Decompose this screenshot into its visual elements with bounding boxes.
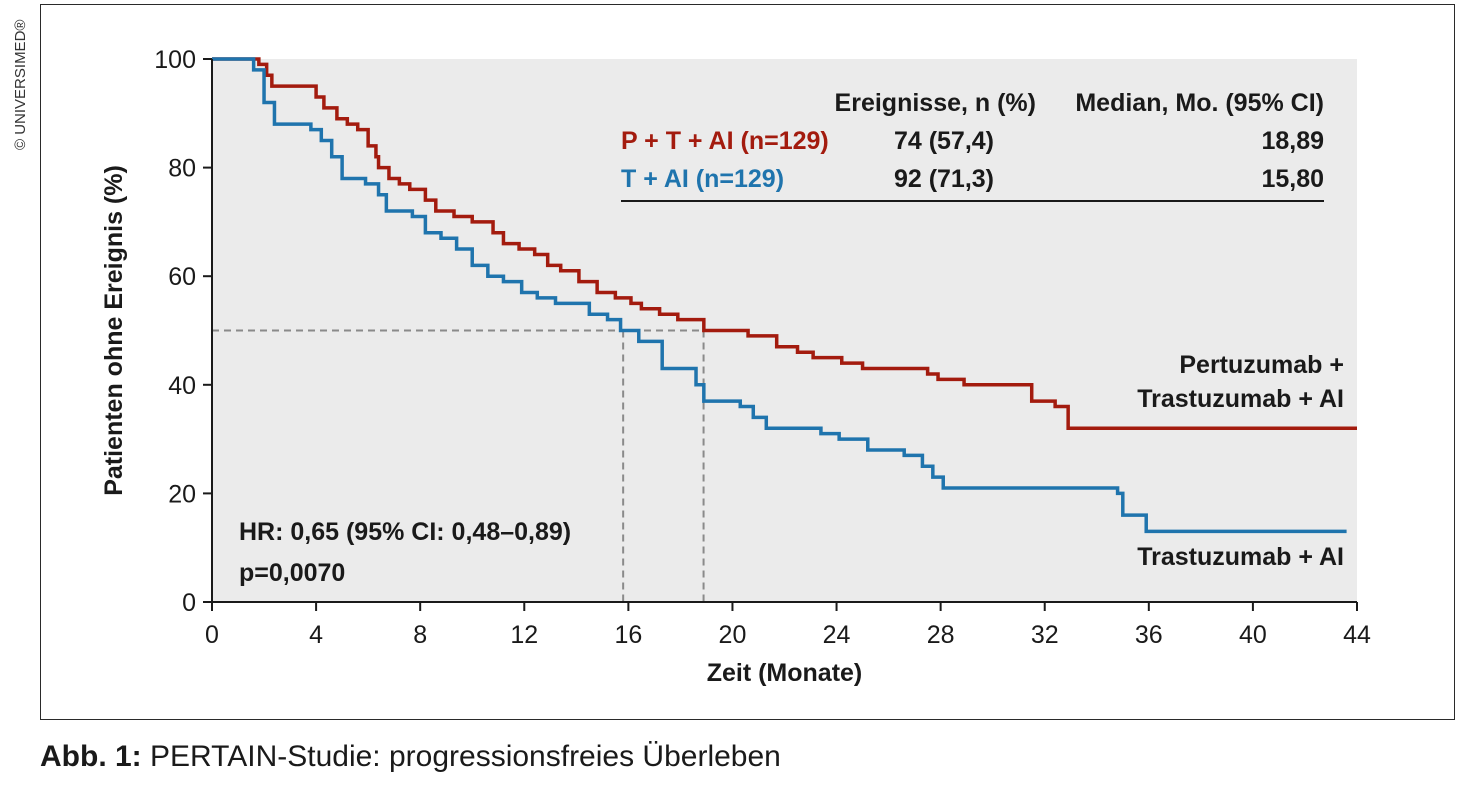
table-row-tai-label: T + AI (n=129) bbox=[621, 165, 784, 193]
x-tick-label-40: 40 bbox=[1239, 621, 1267, 649]
table-row-ptai-median: 18,89 bbox=[1261, 127, 1324, 155]
series-tai-line bbox=[212, 57, 1347, 534]
x-tick-label-24: 24 bbox=[823, 621, 851, 649]
y-tick-label-40: 40 bbox=[168, 372, 196, 400]
x-tick-label-16: 16 bbox=[614, 621, 642, 649]
table-row-tai-median: 15,80 bbox=[1261, 165, 1324, 193]
p-value-annotation: p=0,0070 bbox=[239, 559, 345, 587]
x-tick-label-8: 8 bbox=[413, 621, 427, 649]
figure-caption: Abb. 1: PERTAIN-Studie: progressionsfrei… bbox=[40, 740, 781, 774]
table-header-events: Ereignisse, n (%) bbox=[835, 89, 1036, 117]
y-tick-label-20: 20 bbox=[168, 480, 196, 508]
x-tick-label-0: 0 bbox=[205, 621, 219, 649]
table-row-ptai-events: 74 (57,4) bbox=[894, 127, 994, 155]
hazard-ratio-annotation: HR: 0,65 (95% CI: 0,48–0,89) bbox=[239, 518, 571, 546]
km-chart: 0 4 8 12 16 20 24 28 32 36 40 44 0 20 40 60 80 100 Patien… bbox=[100, 46, 1371, 687]
x-tick-label-28: 28 bbox=[927, 621, 955, 649]
plot-area bbox=[212, 59, 1357, 602]
series-label-ptai-line2: Trastuzumab + AI bbox=[1137, 385, 1344, 413]
series-label-tai: Trastuzumab + AI bbox=[1137, 543, 1344, 571]
x-axis-title: Zeit (Monate) bbox=[707, 659, 863, 687]
y-tick-label-80: 80 bbox=[168, 155, 196, 183]
x-tick-label-4: 4 bbox=[309, 621, 323, 649]
y-tick-label-0: 0 bbox=[182, 589, 196, 617]
copyright-notice: © UNIVERSIMED® bbox=[4, 4, 34, 154]
y-tick-label-100: 100 bbox=[154, 46, 196, 74]
x-tick-label-36: 36 bbox=[1135, 621, 1163, 649]
series-ptai-line bbox=[212, 57, 1357, 430]
copyright-text: © UNIVERSIMED® bbox=[12, 20, 29, 150]
x-tick-label-12: 12 bbox=[510, 621, 538, 649]
x-tick-label-20: 20 bbox=[719, 621, 747, 649]
series-label-ptai-line1: Pertuzumab + bbox=[1179, 351, 1344, 379]
y-axis-title: Patienten ohne Ereignis (%) bbox=[100, 165, 128, 496]
copyright-svg: © UNIVERSIMED® bbox=[12, 20, 29, 150]
caption-text: PERTAIN-Studie: progressionsfreies Überl… bbox=[141, 740, 781, 773]
y-tick-label-60: 60 bbox=[168, 263, 196, 291]
legend-table: Ereignisse, n (%) Median, Mo. (95% CI) P… bbox=[621, 89, 1324, 202]
figure-frame: 0 4 8 12 16 20 24 28 32 36 40 44 0 20 40 60 80 100 Patien… bbox=[40, 4, 1455, 720]
axes: 0 4 8 12 16 20 24 28 32 36 40 44 0 20 40 60 80 100 bbox=[154, 46, 1371, 649]
table-header-median: Median, Mo. (95% CI) bbox=[1075, 89, 1324, 117]
table-row-tai-events: 92 (71,3) bbox=[894, 165, 994, 193]
x-tick-label-44: 44 bbox=[1343, 621, 1371, 649]
caption-label: Abb. 1: bbox=[40, 740, 142, 773]
table-row-ptai-label: P + T + AI (n=129) bbox=[621, 127, 829, 155]
series-layer bbox=[212, 57, 1357, 534]
x-tick-label-32: 32 bbox=[1031, 621, 1059, 649]
